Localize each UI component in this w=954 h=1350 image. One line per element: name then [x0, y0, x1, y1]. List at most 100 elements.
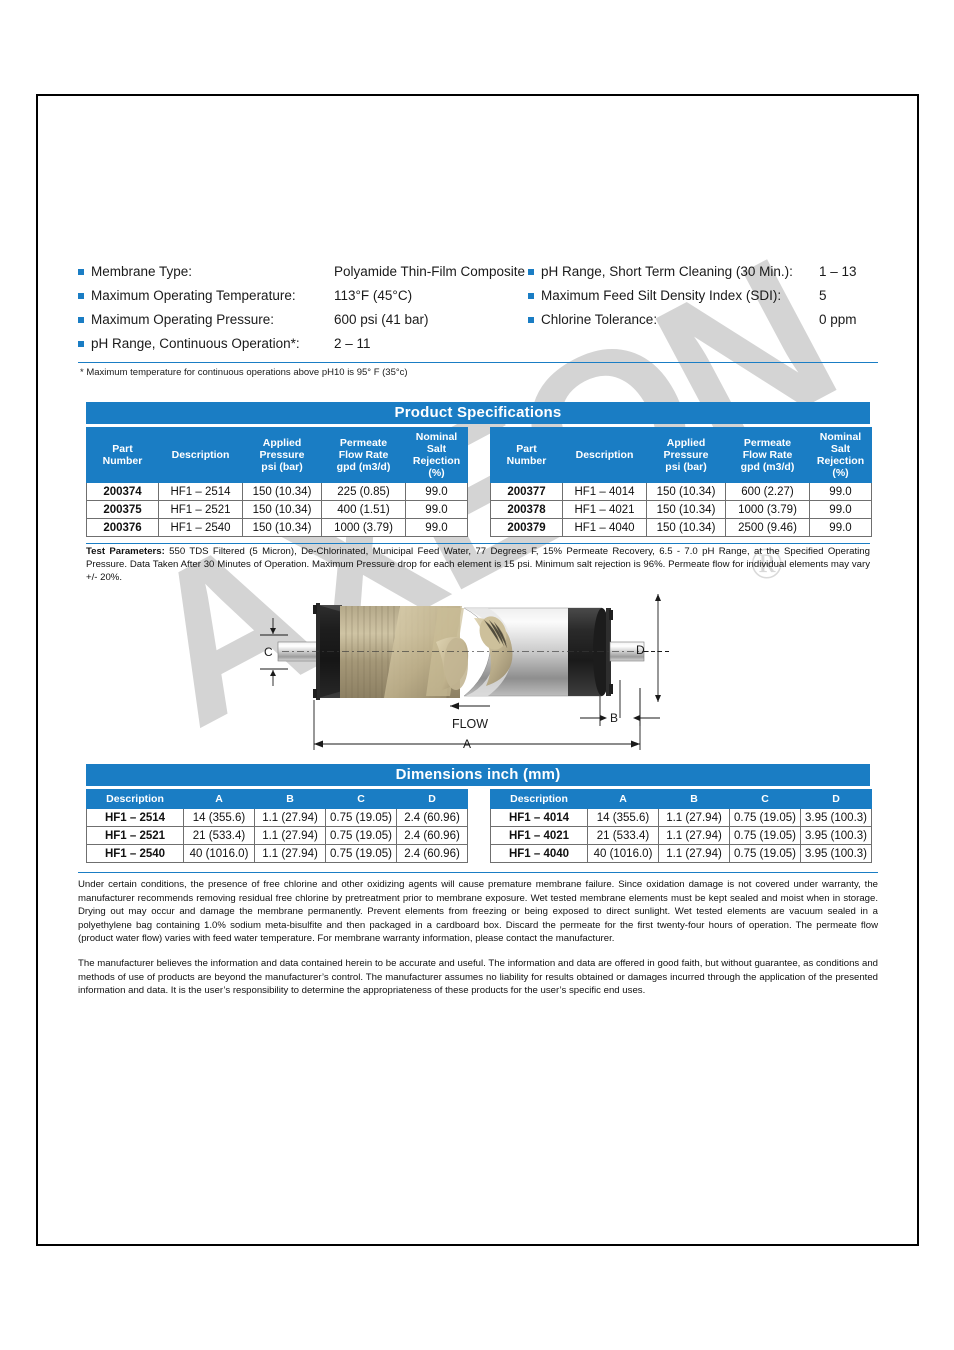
cell-part-number: 200378: [490, 500, 563, 520]
column-header-b: B: [254, 788, 326, 810]
column-header-salt-rejection: Nominal Salt Rejection (%): [809, 426, 872, 484]
cell-description: HF1 – 4021: [490, 826, 588, 846]
product-specifications-block: Product Specifications Part Number Descri…: [86, 402, 872, 585]
cell-permeate-flow: 1000 (3.79): [725, 500, 810, 520]
disclaimer-section: Under certain conditions, the presence o…: [78, 872, 878, 998]
bullet-icon: [78, 293, 84, 299]
column-header-d: D: [396, 788, 468, 810]
column-header-d: D: [800, 788, 872, 810]
cell-description: HF1 – 2540: [158, 518, 243, 538]
cell-permeate-flow: 1000 (3.79): [321, 518, 406, 538]
dimensions-table-left: Description A B C D HF1 – 2514 14 (355.6…: [86, 788, 468, 864]
cell-dimension-a: 40 (1016.0): [587, 844, 659, 864]
cell-permeate-flow: 225 (0.85): [321, 482, 406, 502]
disclaimer-divider: [78, 872, 878, 873]
disclaimer-paragraph-1: Under certain conditions, the presence o…: [78, 879, 878, 945]
column-header-description: Description: [158, 426, 243, 484]
table-header-row: Part Number Description Applied Pressure ps…: [490, 426, 872, 484]
cell-description: HF1 – 4014: [562, 482, 647, 502]
cell-dimension-d: 3.95 (100.3): [800, 808, 872, 828]
cell-salt-rejection: 99.0: [809, 518, 872, 538]
cell-part-number: 200374: [86, 482, 159, 502]
cell-applied-pressure: 150 (10.34): [242, 500, 322, 520]
dimension-c: [260, 618, 288, 686]
dimensions-title: Dimensions inch (mm): [86, 764, 870, 786]
spec-value: 5: [819, 288, 827, 303]
cell-dimension-a: 14 (355.6): [183, 808, 255, 828]
cell-description: HF1 – 2521: [86, 826, 184, 846]
spec-row-ph-range-cleaning: pH Range, Short Term Cleaning (30 Min.):…: [528, 264, 878, 279]
column-header-description: Description: [86, 788, 184, 810]
specifications-left-column: Membrane Type: Polyamide Thin-Film Compo…: [78, 264, 528, 360]
bullet-icon: [528, 269, 534, 275]
table-header-row: Description A B C D: [86, 788, 468, 810]
table-row: 200377 HF1 – 4014 150 (10.34) 600 (2.27)…: [490, 482, 872, 502]
spec-label: pH Range, Continuous Operation*:: [91, 336, 300, 351]
cell-dimension-b: 1.1 (27.94): [254, 808, 326, 828]
cell-applied-pressure: 150 (10.34): [646, 482, 726, 502]
dimension-a-label: A: [463, 737, 471, 751]
disclaimer-paragraph-2: The manufacturer believes the informatio…: [78, 958, 878, 997]
table-row: 200376 HF1 – 2540 150 (10.34) 1000 (3.79…: [86, 518, 468, 538]
flow-arrow: [450, 702, 490, 710]
cell-dimension-c: 0.75 (19.05): [325, 808, 397, 828]
cell-dimension-c: 0.75 (19.05): [729, 826, 801, 846]
cell-applied-pressure: 150 (10.34): [242, 482, 322, 502]
cell-dimension-a: 14 (355.6): [587, 808, 659, 828]
cell-dimension-b: 1.1 (27.94): [658, 826, 730, 846]
test-parameters-label: Test Parameters:: [86, 546, 165, 558]
right-end-cap: [568, 608, 613, 696]
cell-dimension-d: 2.4 (60.96): [396, 826, 468, 846]
column-header-b: B: [658, 788, 730, 810]
cell-dimension-d: 2.4 (60.96): [396, 844, 468, 864]
cell-dimension-d: 2.4 (60.96): [396, 808, 468, 828]
cell-applied-pressure: 150 (10.34): [242, 518, 322, 538]
cell-permeate-flow: 400 (1.51): [321, 500, 406, 520]
product-specifications-table-left: Part Number Description Applied Pressure ps…: [86, 426, 468, 538]
table-row: 200374 HF1 – 2514 150 (10.34) 225 (0.85)…: [86, 482, 468, 502]
dimensions-block: Dimensions inch (mm) Description A B C D: [86, 764, 872, 864]
product-specifications-table-right: Part Number Description Applied Pressure ps…: [490, 426, 872, 538]
dimensions-tables: Description A B C D HF1 – 2514 14 (355.6…: [86, 788, 872, 864]
spec-label: Membrane Type:: [91, 264, 193, 279]
table-row: HF1 – 2521 21 (533.4) 1.1 (27.94) 0.75 (…: [86, 826, 468, 846]
cell-permeate-flow: 600 (2.27): [725, 482, 810, 502]
cell-description: HF1 – 4040: [562, 518, 647, 538]
cell-dimension-c: 0.75 (19.05): [729, 808, 801, 828]
specifications-summary: Membrane Type: Polyamide Thin-Film Compo…: [78, 264, 878, 360]
footnote-divider: [78, 362, 878, 363]
cell-part-number: 200375: [86, 500, 159, 520]
cell-salt-rejection: 99.0: [405, 500, 468, 520]
column-header-c: C: [729, 788, 801, 810]
cell-dimension-b: 1.1 (27.94): [254, 844, 326, 864]
cell-dimension-d: 3.95 (100.3): [800, 844, 872, 864]
column-header-a: A: [587, 788, 659, 810]
spec-label: Maximum Operating Pressure:: [91, 312, 275, 327]
membrane-element-diagram: C D B: [250, 578, 680, 760]
bullet-icon: [78, 317, 84, 323]
table-header-row: Part Number Description Applied Pressure ps…: [86, 426, 468, 484]
test-parameters-divider: [86, 543, 870, 545]
cell-applied-pressure: 150 (10.34): [646, 500, 726, 520]
cell-salt-rejection: 99.0: [809, 500, 872, 520]
product-specifications-title: Product Specifications: [86, 402, 870, 424]
cell-description: HF1 – 4040: [490, 844, 588, 864]
cell-part-number: 200379: [490, 518, 563, 538]
cell-part-number: 200376: [86, 518, 159, 538]
column-header-permeate-flow: Permeate Flow Rate gpd (m3/d): [321, 426, 406, 484]
cell-dimension-a: 21 (533.4): [183, 826, 255, 846]
spec-value: 600 psi (41 bar): [334, 312, 429, 327]
cell-dimension-a: 21 (533.4): [587, 826, 659, 846]
spec-label: Chlorine Tolerance:: [541, 312, 658, 327]
dimension-d-label: D: [636, 643, 645, 657]
spec-row-max-operating-pressure: Maximum Operating Pressure: 600 psi (41 …: [78, 312, 528, 327]
spec-row-max-operating-temperature: Maximum Operating Temperature: 113°F (45…: [78, 288, 528, 303]
spec-label: Maximum Feed Silt Density Index (SDI):: [541, 288, 782, 303]
test-parameters-note: Test Parameters: 550 TDS Filtered (5 Mic…: [86, 546, 870, 585]
spec-row-membrane-type: Membrane Type: Polyamide Thin-Film Compo…: [78, 264, 528, 279]
spec-value: 2 – 11: [334, 336, 371, 351]
spec-value: 113°F (45°C): [334, 288, 413, 303]
bullet-icon: [528, 293, 534, 299]
table-row: 200379 HF1 – 4040 150 (10.34) 2500 (9.46…: [490, 518, 872, 538]
